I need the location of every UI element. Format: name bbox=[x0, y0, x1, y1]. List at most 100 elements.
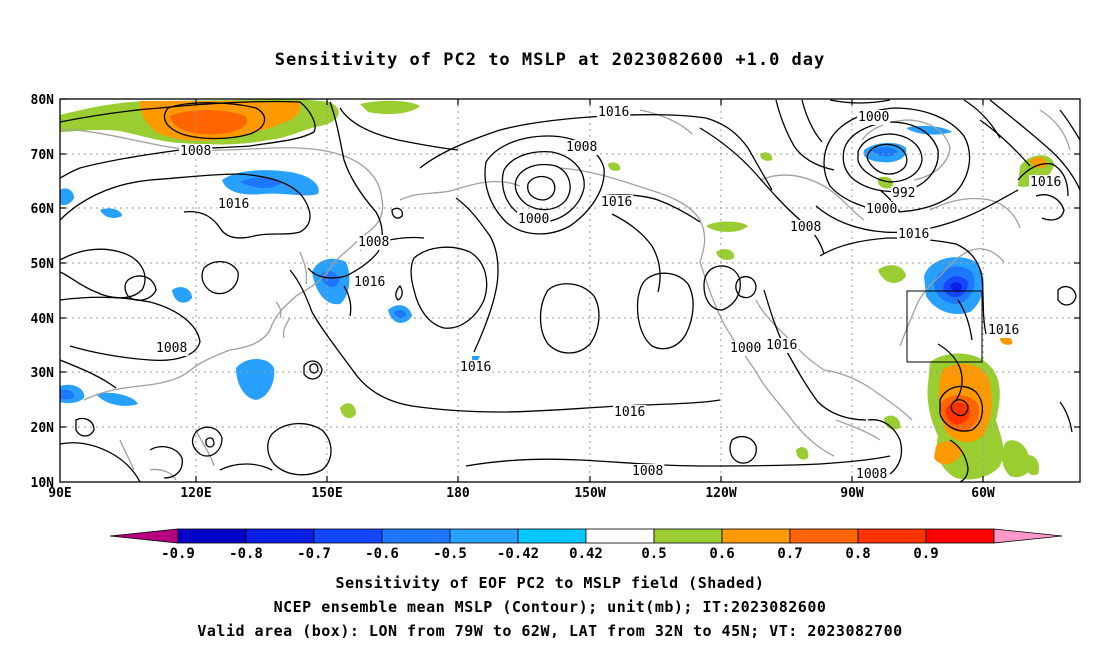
colorbar-segment bbox=[381, 528, 451, 544]
contour-label: 1016 bbox=[766, 338, 797, 353]
contour-label-background bbox=[857, 110, 891, 125]
contour-label: 1016 bbox=[218, 197, 249, 212]
lat-label: 30N bbox=[31, 366, 55, 381]
caption-line-2: NCEP ensemble mean MSLP (Contour); unit(… bbox=[273, 598, 827, 616]
contour-1016-north-pacific bbox=[419, 114, 773, 191]
contour-label: 1008 bbox=[566, 140, 597, 155]
colorbar-segment bbox=[653, 528, 723, 544]
colorbar-segment bbox=[721, 528, 791, 544]
colorbar-tick-label: -0.9 bbox=[161, 546, 195, 562]
contour-label-background bbox=[1029, 175, 1063, 190]
caption-line-3: Valid area (box): LON from 79W to 62W, L… bbox=[197, 622, 903, 640]
colorbar-segment bbox=[789, 528, 859, 544]
colorbar-labels: -0.9 -0.8 -0.7 -0.6 -0.5 -0.42 0.42 0.5 0.6 0.7 0.… bbox=[161, 546, 939, 562]
lon-label: 180 bbox=[446, 486, 470, 501]
contour-aleutian-low-outer bbox=[484, 135, 605, 235]
contour-label: 1016 bbox=[601, 195, 632, 210]
colorbar-tick-label: 0.7 bbox=[777, 546, 802, 562]
contour-label-background bbox=[357, 235, 391, 250]
contour-label-background bbox=[600, 195, 634, 210]
contour-subtropical-high bbox=[410, 246, 488, 329]
colorbar-segment bbox=[449, 528, 519, 544]
lat-label: 20N bbox=[31, 421, 55, 436]
colorbar-segment bbox=[517, 528, 587, 544]
contour-label-group: 1016 1008 1000 1008 1016 1000 992 1000 1… bbox=[155, 105, 1063, 482]
lon-label: 120E bbox=[180, 486, 211, 501]
lat-label: 10N bbox=[31, 476, 55, 491]
contour-label: 1000 bbox=[858, 110, 889, 125]
lat-label: 40N bbox=[31, 312, 55, 327]
lon-label: 60W bbox=[971, 486, 995, 501]
lon-label: 150E bbox=[311, 486, 342, 501]
colorbar-tick-label: 0.8 bbox=[845, 546, 870, 562]
lon-label: 90W bbox=[840, 486, 864, 501]
contour-1016-siberia bbox=[60, 173, 311, 239]
colorbar-tick-label: -0.42 bbox=[497, 546, 539, 562]
colorbar bbox=[109, 528, 1063, 544]
colorbar-tick-label: 0.9 bbox=[913, 546, 938, 562]
colorbar-segment bbox=[177, 528, 247, 544]
contour-aleutian-low-1000 bbox=[514, 163, 571, 211]
lat-label: 80N bbox=[31, 93, 55, 108]
contour-label-background bbox=[855, 467, 889, 482]
contour-aleutian-low-1008 bbox=[501, 150, 585, 223]
lon-label: 150W bbox=[574, 486, 605, 501]
contour-label: 1016 bbox=[598, 105, 629, 120]
contour-label-background bbox=[179, 144, 213, 159]
contour-1008-north bbox=[60, 100, 316, 179]
contour-1016-central-pacific bbox=[289, 269, 721, 413]
contour-label-background bbox=[631, 464, 665, 479]
contour-label-background bbox=[517, 212, 551, 227]
contour-label-background bbox=[987, 323, 1021, 338]
contour-label-background bbox=[613, 405, 647, 420]
colorbar-tick-label: -0.5 bbox=[433, 546, 467, 562]
contour-label-background bbox=[155, 341, 189, 356]
map-title: Sensitivity of PC2 to MSLP at 2023082600… bbox=[274, 50, 826, 70]
contour-label-background bbox=[897, 227, 931, 242]
contour-label: 1008 bbox=[156, 341, 187, 356]
contour-1008-pacific-west bbox=[307, 101, 383, 279]
lat-label: 60N bbox=[31, 202, 55, 217]
mslp-contours bbox=[60, 99, 1080, 482]
contour-1016-west-atlantic bbox=[819, 237, 987, 335]
contour-label: 1016 bbox=[354, 275, 385, 290]
contour-label: 1000 bbox=[518, 212, 549, 227]
contour-label-background bbox=[789, 220, 823, 235]
contour-label: 1008 bbox=[632, 464, 663, 479]
contour-label: 992 bbox=[892, 186, 915, 201]
contour-label-background bbox=[597, 105, 631, 120]
contour-label: 1008 bbox=[856, 467, 887, 482]
contour-label: 1016 bbox=[988, 323, 1019, 338]
contour-greenland-low-992 bbox=[857, 133, 923, 183]
contour-label-background bbox=[217, 197, 251, 212]
lat-label: 70N bbox=[31, 148, 55, 163]
colorbar-tick-label: -0.8 bbox=[229, 546, 263, 562]
contour-label: 1016 bbox=[460, 360, 491, 375]
plot-frame bbox=[59, 98, 1081, 483]
colorbar-segment bbox=[313, 528, 383, 544]
colorbar-segment bbox=[585, 528, 655, 544]
coastlines bbox=[60, 109, 1071, 481]
colorbar-right-arrow bbox=[993, 528, 1063, 544]
contour-label-background bbox=[459, 360, 493, 375]
contour-1008-south bbox=[465, 455, 891, 467]
contour-label: 1000 bbox=[730, 341, 761, 356]
contour-label: 1008 bbox=[180, 144, 211, 159]
contour-label-background bbox=[891, 186, 917, 201]
contour-label: 1016 bbox=[614, 405, 645, 420]
contour-label: 1016 bbox=[1030, 175, 1061, 190]
axis-ticks bbox=[60, 98, 1080, 482]
colorbar-tick-label: 0.5 bbox=[641, 546, 666, 562]
lon-label: 90E bbox=[48, 486, 71, 501]
colorbar-tick-label: 0.42 bbox=[569, 546, 603, 562]
contour-label-background bbox=[865, 202, 899, 217]
longitude-labels: 90E 120E 150E 180 150W 120W 90W 60W bbox=[48, 486, 995, 501]
colorbar-left-arrow bbox=[109, 528, 179, 544]
contour-label-background bbox=[765, 338, 799, 353]
contour-label: 1008 bbox=[790, 220, 821, 235]
contour-label: 1016 bbox=[898, 227, 929, 242]
contour-label: 1000 bbox=[866, 202, 897, 217]
colorbar-segment bbox=[245, 528, 315, 544]
lat-label: 50N bbox=[31, 257, 55, 272]
